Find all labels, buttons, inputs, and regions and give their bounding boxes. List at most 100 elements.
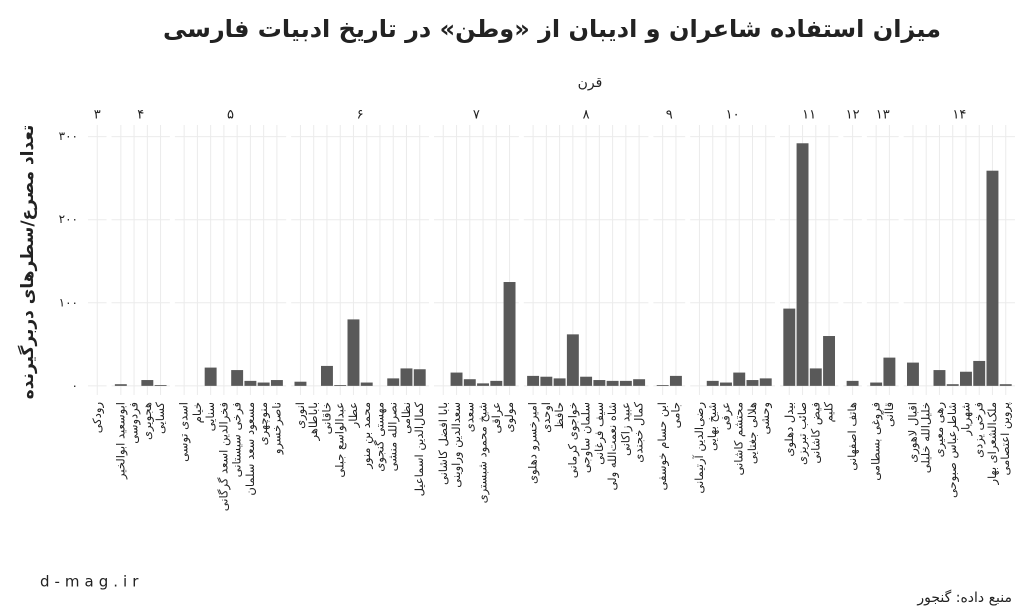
x-tick-label: خواجوی کرمانی [565,402,580,478]
bar [846,380,859,386]
bar [706,380,719,386]
x-tick-label: امیرخسرو دهلوی [526,402,541,484]
facet-label: ۸ [583,108,590,123]
x-tick-label: باباطاهر [306,402,321,441]
bar [387,378,400,386]
x-tick-label: اوحدی [539,402,554,433]
y-tick-label: ۳۰۰ [59,129,78,143]
bar [720,382,732,386]
x-tick-label: فروغی بسطامی [869,402,884,481]
source-note: منبع داده: گنجور [916,589,1012,606]
bar [633,379,646,386]
x-tick-label: خاقانی [319,402,333,434]
x-tick-label: عطار [346,402,361,428]
x-tick-label: سعدالدین وراوینی [449,402,464,488]
y-axis-title: تعداد مصرع/سطرهای دربرگیرنده [17,125,38,400]
x-tick-label: کمال خجندی [632,401,646,462]
x-tick-label: وحشی [758,402,773,435]
facet-label: ۴ [137,108,144,123]
x-tick-label: هاتف اصفهانی [845,402,859,471]
bar [933,370,946,386]
bar [870,382,883,386]
x-tick-label: ملک‌الشعرای بهار [985,402,1000,486]
facet-label: ۳ [94,108,101,123]
x-tick-label: ابوسعید ابوالخیر [113,402,128,480]
facet-label: ۱۱ [802,108,816,123]
x-tick-label: ناصرخسرو [269,402,284,455]
x-tick-label: هجویری [140,402,155,440]
x-tick-label: اقبال لاهوری [905,402,920,463]
bar [973,360,986,386]
x-tick-label: رضی‌الدین آرتیمانی [692,402,707,494]
x-tick-label: خیام [190,402,204,423]
bar [400,368,413,386]
x-tick-label: هلالی جغتایی [745,402,759,464]
x-tick-label: عبدالواسع جبلی [333,402,348,478]
x-tick-label: کلیم [822,401,836,422]
x-tick-label: مولوی [502,402,517,433]
x-tick-label: قاآنی [882,402,896,427]
bar [946,384,959,386]
facet-label: ۱۲ [846,108,860,123]
facet-label: ۱۰ [726,108,740,123]
x-tick-label: پروین اعتصامی [998,402,1013,475]
x-tick-label: کسایی [153,401,167,434]
y-tick-label: ۱۰۰ [59,295,78,309]
x-tick-label: شاه نعمت‌الله ولی [605,402,620,490]
x-tick-label: سنایی [203,402,217,431]
x-tick-label: شیخ بهایی [705,402,719,451]
x-tick-label: رودکی [90,402,105,433]
bar [960,371,972,386]
y-tick-label: ۲۰۰ [59,212,78,226]
x-tick-label: سلمان ساوجی [579,402,594,473]
bar [906,362,919,386]
x-tick-label: حافظ [552,402,566,429]
bar [294,381,307,386]
x-tick-label: مهستی گنجوی [372,402,387,472]
x-tick-label: نصرالله منشی [386,402,401,471]
x-tick-label: شیخ محمود شبستری [476,402,491,503]
bar [321,365,333,386]
bar [656,385,669,386]
bar [477,383,490,386]
bar [257,382,270,386]
x-tick-label: سعدی [462,402,476,432]
bar [733,372,746,386]
bar [360,382,373,386]
bar [593,380,606,386]
bar [270,380,283,386]
bar [334,385,347,386]
bar [986,170,999,386]
x-tick-label: عراقی [489,402,504,434]
bar [553,378,566,386]
bar [503,282,516,386]
x-tick-label: عرفی [718,402,733,430]
bar [231,370,244,386]
bar [883,357,896,386]
x-tick-label: فرخی یزدی [972,402,987,458]
bar [606,380,619,386]
x-tick-label: ابن حسام خوسفی [655,402,670,491]
bar [783,308,796,386]
bar [204,367,217,386]
x-tick-label: اسدی توسی [177,402,192,462]
x-tick-label: بیدل دهلوی [782,402,797,457]
bar [759,378,772,386]
x-tick-label: فرخی سیستانی [230,402,245,477]
facet-label: ۷ [473,108,480,123]
bar [580,376,593,386]
x-tick-label: شاطرعباس صبوحی [945,402,960,498]
bar [154,385,167,386]
x-tick-label: منوچهری [256,402,271,445]
bar [809,368,822,386]
bar [490,380,503,386]
x-tick-label: صائب تبریزی [795,402,810,465]
x-tick-label: جامی [668,402,682,428]
bar [566,334,579,386]
bar [746,380,759,386]
bar [796,143,809,386]
x-tick-label: بابا افضل کاشانی [436,402,450,485]
x-tick-label: محمد بن منور [359,402,374,470]
bar [527,375,540,386]
facet-label: ۶ [357,108,364,123]
